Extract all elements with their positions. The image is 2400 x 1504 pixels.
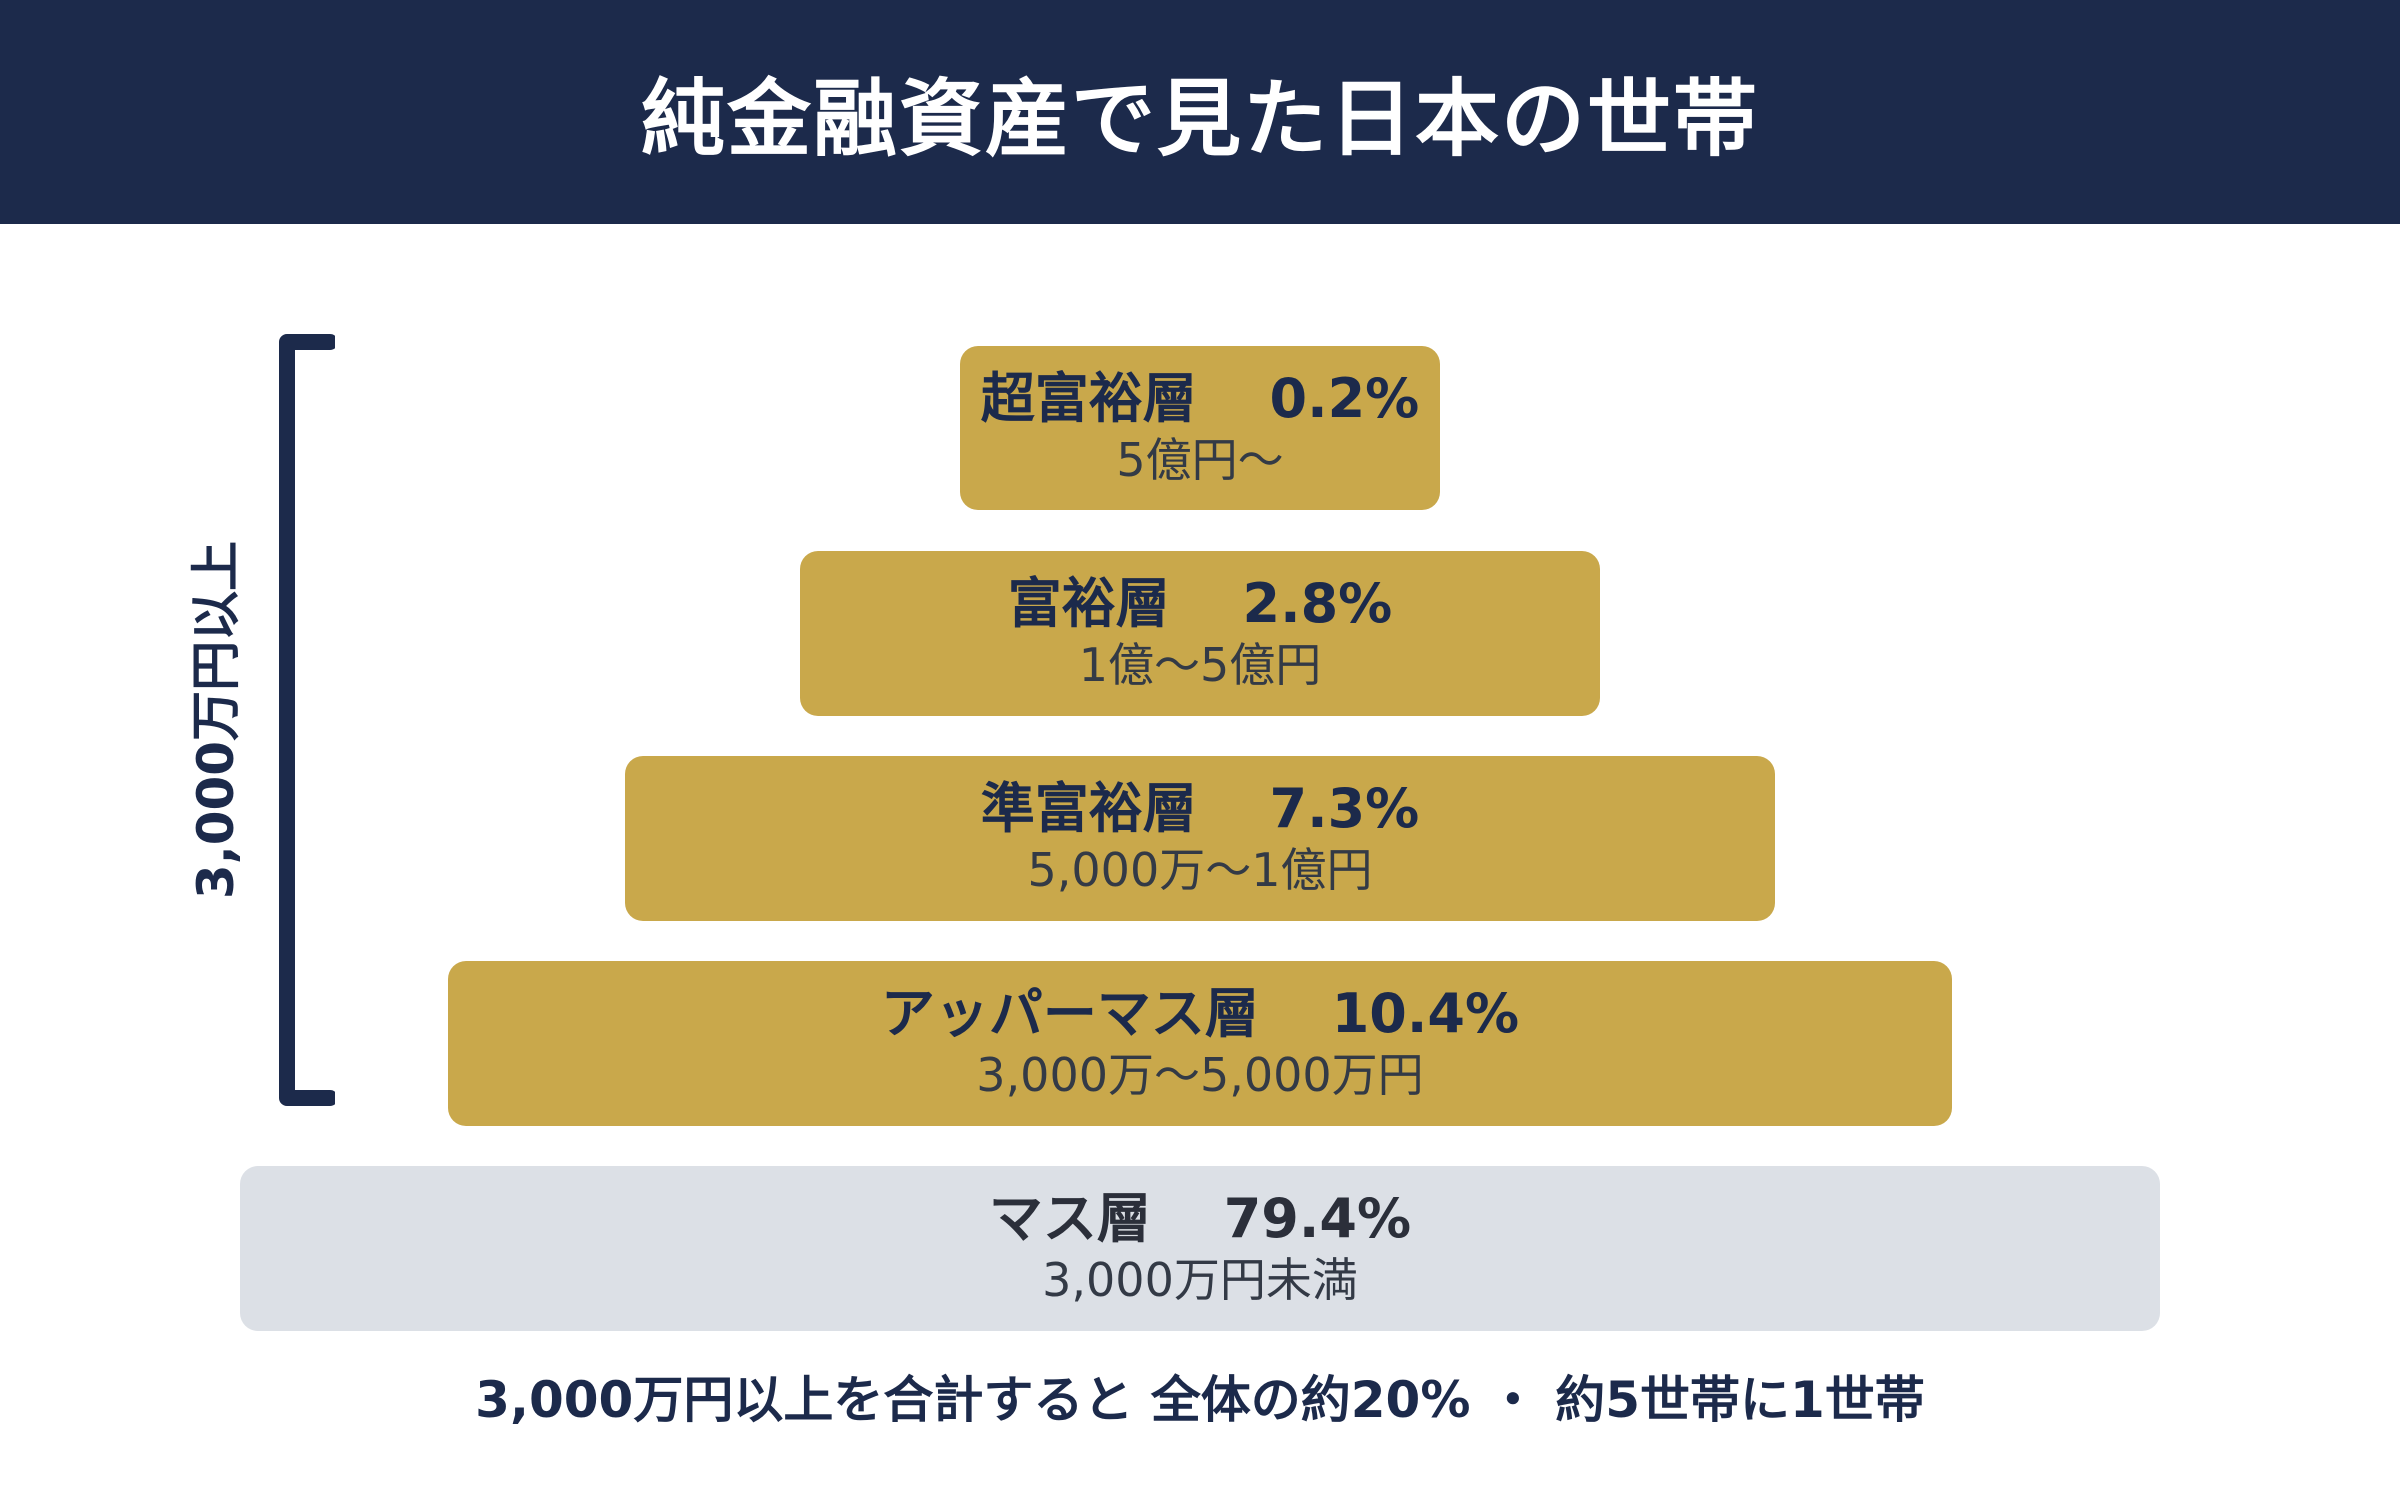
tier-semi-wealthy: 準富裕層 7.3% 5,000万〜1億円 [625, 756, 1775, 921]
tier-percent: 10.4% [1331, 982, 1520, 1046]
bracket [279, 334, 335, 1106]
tier-mass: マス層 79.4% 3,000万円未満 [240, 1166, 2160, 1331]
header-banner: 純金融資産で見た日本の世帯 [0, 0, 2400, 224]
tier-percent: 79.4% [1223, 1187, 1412, 1251]
tier-range: 3,000万〜5,000万円 [976, 1048, 1424, 1103]
bracket-label: 3,000万円以上 [187, 540, 245, 900]
summary-note: 3,000万円以上を合計すると 全体の約20% ・ 約5世帯に1世帯 [475, 1371, 1925, 1429]
tier-range: 3,000万円未満 [1042, 1253, 1358, 1308]
tier-range: 5億円〜 [1116, 432, 1284, 487]
tier-ultra-wealthy: 超富裕層 0.2% 5億円〜 [960, 346, 1440, 510]
tier-name: マス層 [988, 1187, 1151, 1251]
tier-range: 1億〜5億円 [1078, 638, 1322, 693]
tier-wealthy: 富裕層 2.8% 1億〜5億円 [800, 551, 1600, 716]
tier-percent: 0.2% [1269, 366, 1420, 430]
tier-name: 準富裕層 [980, 777, 1197, 841]
tier-name: 超富裕層 [980, 366, 1197, 430]
page-title: 純金融資産で見た日本の世帯 [640, 69, 1759, 168]
tier-percent: 7.3% [1269, 777, 1420, 841]
tier-name: アッパーマス層 [880, 982, 1259, 1046]
tier-percent: 2.8% [1242, 572, 1393, 636]
tier-range: 5,000万〜1億円 [1027, 843, 1373, 898]
tier-name: 富裕層 [1007, 572, 1170, 636]
tier-upper-mass: アッパーマス層 10.4% 3,000万〜5,000万円 [448, 961, 1952, 1126]
